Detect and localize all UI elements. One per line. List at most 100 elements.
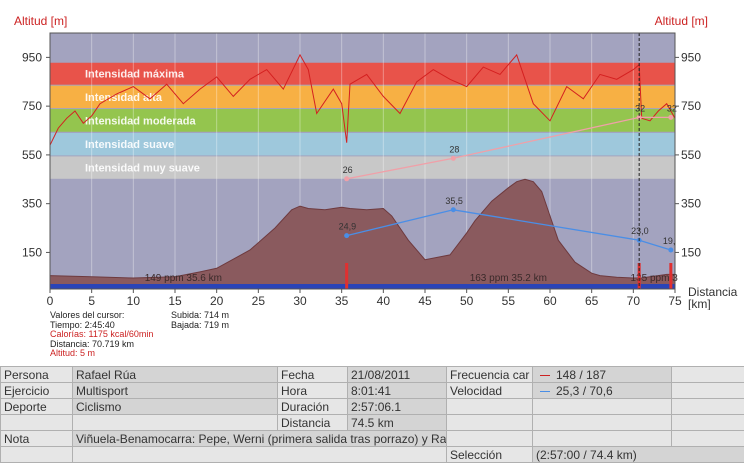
speed-point-label: 19, — [663, 236, 676, 246]
x-tick-label: 20 — [210, 294, 224, 308]
cursor-calories: Calorías: 1175 kcal/60min — [50, 329, 154, 339]
lap-summary-label: 135 ppm 3 — [631, 273, 679, 284]
speed-legend-line — [540, 390, 550, 392]
deporte-label: Deporte — [0, 398, 73, 415]
avg-hr-point-label: 26 — [343, 165, 353, 175]
speed-point — [668, 247, 674, 253]
x-tick-label: 10 — [127, 294, 141, 308]
x-axis-title-unit: [km] — [688, 297, 711, 310]
lap-marker — [669, 263, 673, 289]
cursor-distance: Distancia: 70.719 km — [50, 338, 135, 349]
x-tick-label: 5 — [88, 294, 95, 308]
x-tick-label: 65 — [585, 294, 599, 308]
persona-label: Persona — [0, 366, 73, 383]
ejercicio-value: Multisport — [72, 382, 278, 399]
x-tick-label: 50 — [460, 294, 474, 308]
fecha-value: 21/08/2011 — [347, 366, 447, 383]
blank-cell — [0, 414, 73, 431]
avg-hr-point — [668, 114, 674, 120]
duracion-label: Duración — [277, 398, 348, 415]
x-tick-label: 15 — [168, 294, 182, 308]
intensity-zone — [50, 109, 675, 132]
blank-cell — [671, 366, 744, 383]
x-tick-label: 25 — [252, 294, 266, 308]
x-tick-label: 60 — [543, 294, 557, 308]
nota-value: Viñuela-Benamocarra: Pepe, Werni (primer… — [72, 430, 447, 447]
blank-cell — [671, 430, 744, 447]
x-tick-label: 35 — [335, 294, 349, 308]
intensity-zone — [50, 85, 675, 109]
intensity-zone-label: Intensidad máxima — [85, 69, 185, 81]
cursor-altitude: Altitud: 5 m — [50, 348, 96, 358]
lap-summary-label: 163 ppm 35.2 km — [470, 273, 547, 284]
blank-cell — [671, 414, 744, 431]
avg-hr-line — [346, 116, 671, 180]
y-tick-label-left: 550 — [22, 148, 42, 162]
y-tick-label-left: 950 — [22, 50, 42, 64]
blank-cell — [532, 414, 672, 431]
lap-summary-label: 149 ppm 35.6 km — [145, 273, 222, 284]
blank-cell — [72, 446, 447, 463]
deporte-value: Ciclismo — [72, 398, 278, 415]
blank-cell — [532, 430, 672, 447]
x-tick-label: 70 — [627, 294, 641, 308]
speed-point-label: 35,5 — [445, 196, 463, 206]
velocidad-value: 25,3 / 70,6 — [532, 382, 672, 399]
intensity-zone-label: Intensidad muy suave — [85, 163, 200, 175]
blank-cell — [0, 446, 73, 463]
cursor-values-col2: Subida: 714 m Bajada: 719 m — [171, 310, 230, 330]
persona-value: Rafael Rúa — [72, 366, 278, 383]
y-tick-label-right: 150 — [681, 245, 701, 259]
x-tick-label: 40 — [377, 294, 391, 308]
distancia-label: Distancia — [277, 414, 348, 431]
fecha-label: Fecha — [277, 366, 348, 383]
cursor-time: Tiempo: 2:45:40 — [50, 319, 115, 330]
y-tick-label-left: 150 — [22, 245, 42, 259]
speed-point-label: 23,0 — [631, 226, 649, 236]
x-tick-label: 0 — [47, 294, 54, 308]
hora-value: 8:01:41 — [347, 382, 447, 399]
hora-label: Hora — [277, 382, 348, 399]
y-axis-title-left: Altitud [m] — [14, 14, 67, 28]
y-tick-label-left: 750 — [22, 99, 42, 113]
x-tick-label: 45 — [418, 294, 432, 308]
blank-cell — [532, 398, 672, 415]
intensity-zone-label: Intensidad suave — [85, 139, 174, 151]
heart-rate-line — [49, 53, 676, 146]
distancia-value: 74.5 km — [347, 414, 447, 431]
x-axis-title: Distancia — [688, 285, 738, 299]
exercise-info-table: Persona Rafael Rúa Fecha 21/08/2011 Frec… — [0, 366, 744, 463]
avg-hr-point — [450, 155, 456, 161]
ejercicio-label: Ejercicio — [0, 382, 73, 399]
velocidad-label: Velocidad — [446, 382, 533, 399]
cursor-ascent: Subida: 714 m — [171, 310, 230, 320]
intensity-zone-label: Intensidad moderada — [85, 115, 197, 127]
plot-border — [49, 32, 676, 290]
avg-hr-point-label: 32 — [667, 103, 677, 113]
x-tick-label: 75 — [668, 294, 682, 308]
blank-cell — [72, 414, 278, 431]
intensity-zone — [50, 156, 675, 179]
avg-hr-point-label: 32 — [635, 103, 645, 113]
y-tick-label-right: 350 — [681, 197, 701, 211]
avg-hr-point — [636, 114, 642, 120]
intensity-zone — [50, 132, 675, 156]
intensity-zone — [50, 62, 675, 85]
seleccion-value: (2:57:00 / 74.4 km) — [532, 446, 744, 463]
blank-cell — [446, 430, 533, 447]
lap-marker — [345, 263, 349, 289]
bottom-band — [50, 284, 675, 289]
nota-label: Nota — [0, 430, 73, 447]
cursor-values-panel: Valores del cursor: Tiempo: 2:45:40 Calo… — [50, 310, 229, 359]
x-tick-label: 30 — [293, 294, 307, 308]
speed-point-label: 24,9 — [339, 222, 357, 232]
avg-hr-point — [344, 176, 350, 182]
blank-cell — [671, 398, 744, 415]
y-tick-label-right: 950 — [681, 50, 701, 64]
speed-line — [346, 209, 671, 251]
seleccion-label: Selección — [446, 446, 533, 463]
avg-hr-point-label: 28 — [449, 144, 459, 154]
frecuencia-label: Frecuencia car — [446, 366, 533, 383]
y-axis-title-right: Altitud [m] — [655, 14, 708, 28]
